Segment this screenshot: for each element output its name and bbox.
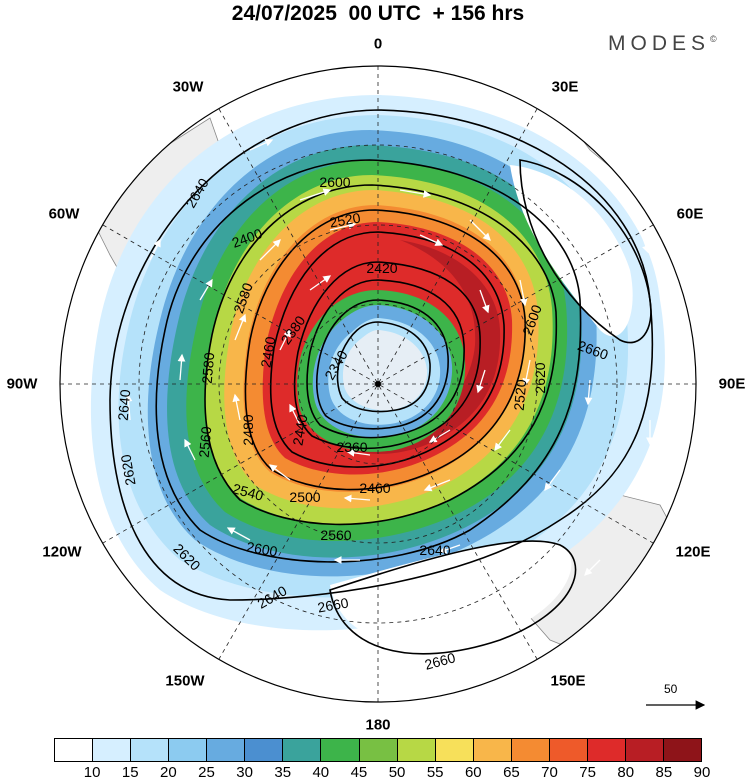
wind-shading (90, 95, 665, 646)
colorbar-tick-label: 35 (274, 764, 292, 781)
colorbar-box (473, 739, 512, 761)
colorbar-tick-label: 55 (426, 764, 444, 781)
contour-2600 (204, 184, 558, 526)
colorbar-tick-label: 70 (541, 764, 558, 781)
wind-arrows (124, 139, 654, 576)
contour-2620 (155, 159, 582, 563)
contour-label: 2520 (510, 378, 530, 412)
contour-2340 (336, 321, 431, 413)
colorbar-tick-label: 85 (655, 764, 673, 781)
graticule (60, 66, 696, 702)
lon-label-30w: 30W (172, 78, 204, 96)
colorbar-tick-label: 10 (83, 764, 101, 781)
colorbar-box (93, 739, 132, 761)
lon-label-60e: 60E (676, 205, 704, 223)
contour-label: 2640 (114, 388, 134, 422)
colorbar-box (397, 739, 436, 761)
lon-label-180: 180 (365, 716, 391, 734)
map-border (59, 65, 697, 703)
lon-label-90w: 90W (6, 375, 38, 393)
contour-2420 (306, 279, 465, 439)
contour-label: 2480 (240, 414, 256, 446)
lon-label-60w: 60W (48, 205, 80, 223)
map-disc (60, 66, 696, 702)
colorbar-box (587, 739, 626, 761)
colorbar-box (511, 739, 550, 761)
colorbar-tick-label: 15 (121, 764, 139, 781)
map-title: 24/07/2025 00 UTC + 156 hrs (231, 2, 525, 25)
colorbar-tick-label: 25 (198, 764, 215, 781)
colorbar-box (435, 739, 474, 761)
contour-label: 2640 (419, 542, 451, 558)
pole-marker (375, 381, 381, 387)
lon-label-150w: 150W (165, 672, 205, 690)
lon-label-120w: 120W (42, 543, 82, 561)
colorbar-box (207, 739, 246, 761)
lon-label-90e: 90E (718, 375, 746, 393)
contour-label: 2560 (195, 425, 215, 459)
colorbar-tick-label: 50 (388, 764, 406, 781)
brand-mark: © (710, 34, 717, 44)
colorbar-box (549, 739, 588, 761)
contour-label: 2580 (198, 351, 218, 385)
colorbar-tick-label: 90 (693, 764, 711, 781)
contour-label: 2460 (359, 480, 391, 496)
contour-2520 (269, 231, 505, 468)
vector-reference-arrow (646, 700, 706, 710)
contour-label: 2420 (366, 260, 398, 276)
contour-label: 2600 (319, 174, 351, 190)
colorbar-box (169, 739, 208, 761)
lon-label-150e: 150E (550, 672, 586, 690)
brand-text: MODES (608, 32, 711, 55)
colorbar-tick-label: 80 (617, 764, 635, 781)
contour-2640 (109, 109, 654, 601)
height-contours (109, 109, 654, 655)
contour-2460 (293, 261, 481, 450)
vector-reference-label: 50 (664, 682, 678, 696)
colorbar-box (55, 739, 94, 761)
lon-label-120e: 120E (675, 543, 711, 561)
contour-label: 2360 (336, 439, 368, 455)
colorbar-box (625, 739, 664, 761)
colorbar-tick-label: 20 (160, 764, 177, 781)
colorbar-tick-label: 45 (350, 764, 368, 781)
contour-label: 2560 (320, 527, 352, 543)
contour-2660-south (329, 540, 577, 655)
colorbar-box (245, 739, 284, 761)
colorbar (54, 738, 702, 762)
lon-label-0: 0 (373, 35, 383, 53)
colorbar-box (664, 739, 702, 761)
contour-label: 2500 (289, 489, 321, 505)
colorbar-tick-label: 40 (312, 764, 330, 781)
polar-map (59, 65, 697, 703)
contour-label: 2620 (532, 362, 548, 394)
colorbar-tick-label: 30 (236, 764, 253, 781)
colorbar-tick-label: 75 (579, 764, 596, 781)
colorbar-tick-label: 65 (503, 764, 520, 781)
contour-2660-east (519, 159, 652, 344)
colorbar-tick-label: 60 (464, 764, 482, 781)
contour-2560 (244, 209, 526, 491)
brand-logo: MODES© (608, 32, 717, 56)
lon-label-30e: 30E (551, 78, 579, 96)
colorbar-box (131, 739, 170, 761)
contour-2380 (316, 299, 449, 430)
colorbar-box (283, 739, 322, 761)
colorbar-box (321, 739, 360, 761)
colorbar-box (359, 739, 398, 761)
